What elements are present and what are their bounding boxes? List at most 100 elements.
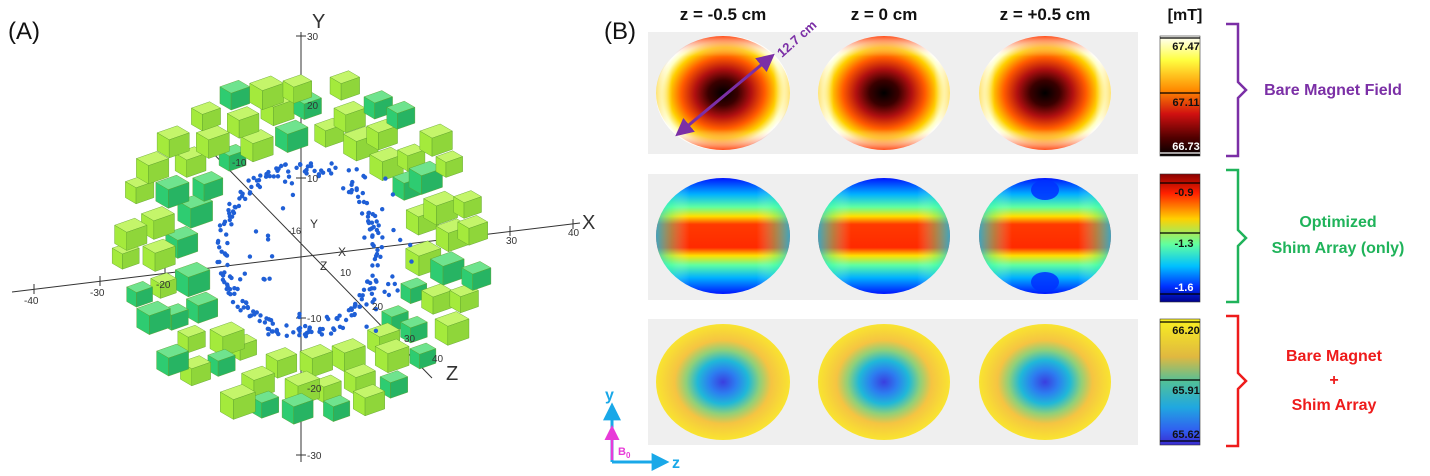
- sample-point: [249, 184, 254, 190]
- sample-point: [349, 187, 354, 193]
- bracket-bare: [1226, 22, 1248, 158]
- sample-point: [238, 277, 243, 282]
- sample-point: [252, 312, 257, 317]
- sample-point: [284, 323, 289, 328]
- z-tick-neg10: -10: [232, 158, 247, 169]
- row-title-shim-line2: Shim Array (only): [1272, 240, 1405, 257]
- shim-magnet-cube: [156, 125, 190, 159]
- shim-field-maps: [656, 178, 1111, 294]
- sample-point: [257, 318, 262, 324]
- shim-magnet-cube: [126, 281, 154, 308]
- sample-point: [365, 214, 371, 219]
- sample-point: [353, 302, 358, 307]
- shim-magnet-cube: [136, 300, 171, 336]
- sample-point: [329, 171, 334, 176]
- shim-magnet-cube: [419, 123, 453, 157]
- shim-magnet-cube: [185, 291, 219, 324]
- combined-map-z-zero: [818, 324, 950, 440]
- sample-point: [376, 223, 381, 228]
- sample-point: [222, 251, 228, 256]
- sample-point: [374, 219, 379, 224]
- sample-point: [297, 333, 302, 338]
- shim-magnet-cube: [274, 119, 309, 153]
- shim-magnet-cube: [192, 171, 224, 202]
- sample-point: [354, 167, 359, 172]
- cb-bare-tick-mid: 67.11: [1173, 97, 1200, 109]
- sample-point: [289, 181, 295, 186]
- sample-point: [297, 325, 303, 331]
- sample-point: [359, 211, 365, 216]
- sample-point: [367, 227, 373, 232]
- sample-point: [373, 307, 379, 312]
- shim-magnet-cube: [457, 215, 489, 246]
- sample-point: [398, 237, 403, 243]
- sample-point: [370, 273, 375, 278]
- row-title-shim-line1: Optimized: [1299, 214, 1376, 231]
- sample-point: [247, 254, 253, 259]
- shim-array-3d-plot: Y X Z 30 20 10 -10 -20 -30 -40 -30 -20 3…: [11, 11, 595, 462]
- column-header-z-neg: z = -0.5 cm: [680, 5, 766, 24]
- sample-point: [246, 178, 251, 183]
- sample-point: [366, 219, 371, 224]
- sample-point: [225, 262, 230, 268]
- sample-point: [233, 205, 238, 210]
- shim-magnet-cube: [379, 370, 409, 399]
- shim-magnet-cube: [219, 384, 256, 420]
- sample-point: [224, 232, 229, 237]
- sample-point: [360, 293, 365, 298]
- shim-magnet-cube: [429, 251, 465, 286]
- sample-point: [279, 163, 284, 169]
- panel-a-label: (A): [8, 18, 40, 45]
- shim-magnet-cube: [156, 343, 190, 377]
- z-tick-30: 30: [404, 334, 416, 345]
- sample-point: [375, 247, 380, 253]
- sample-point: [225, 240, 230, 246]
- shim-magnet-cube: [240, 129, 274, 163]
- cb-bare-tick-top: 67.47: [1172, 41, 1200, 53]
- shim-magnet-cube: [226, 106, 260, 139]
- sample-point: [243, 196, 248, 202]
- x-tick-neg40: -40: [24, 296, 39, 307]
- sample-point: [370, 263, 375, 268]
- sample-point: [328, 331, 334, 336]
- inner-z-label: Z: [320, 259, 327, 273]
- sample-point: [319, 332, 325, 337]
- column-header-z-zero: z = 0 cm: [851, 5, 918, 24]
- sample-point: [270, 329, 275, 334]
- row-title-bare: Bare Magnet Field: [1264, 82, 1402, 99]
- sample-point: [266, 332, 271, 337]
- shim-magnet-cube: [190, 101, 222, 132]
- sample-point: [369, 220, 375, 225]
- shim-magnet-cube: [352, 384, 386, 417]
- sample-point: [370, 242, 375, 247]
- sample-point: [346, 308, 352, 313]
- sample-point: [269, 254, 275, 259]
- sample-point: [364, 302, 369, 307]
- sample-point: [297, 162, 303, 167]
- sample-point: [341, 186, 346, 191]
- z-axis-label: Z: [446, 363, 458, 385]
- sample-point: [291, 330, 296, 335]
- sample-point: [290, 192, 296, 198]
- cb-bare-tick-bottom: 66.73: [1172, 141, 1200, 153]
- sample-point: [265, 237, 271, 242]
- shim-magnet-cube: [219, 79, 251, 111]
- sample-point: [227, 217, 232, 223]
- shim-magnet-cube: [333, 100, 366, 134]
- sample-point: [244, 300, 249, 306]
- sample-point: [307, 325, 312, 330]
- cb-combined-tick-mid: 65.91: [1172, 385, 1200, 397]
- b0-label: B0: [618, 446, 631, 460]
- sample-point: [222, 270, 227, 275]
- sample-point: [251, 175, 256, 181]
- shim-magnet-cube: [114, 217, 148, 251]
- sample-point: [354, 186, 359, 191]
- x-axis-label: X: [582, 212, 595, 234]
- shim-magnet-cube: [209, 321, 245, 357]
- z-tick-20: 20: [372, 302, 384, 313]
- sample-point: [369, 291, 375, 296]
- combined-field-maps: [656, 324, 1111, 440]
- sample-point: [262, 320, 268, 325]
- shim-magnet-cube: [409, 342, 437, 370]
- shim-magnet-cube: [386, 100, 416, 130]
